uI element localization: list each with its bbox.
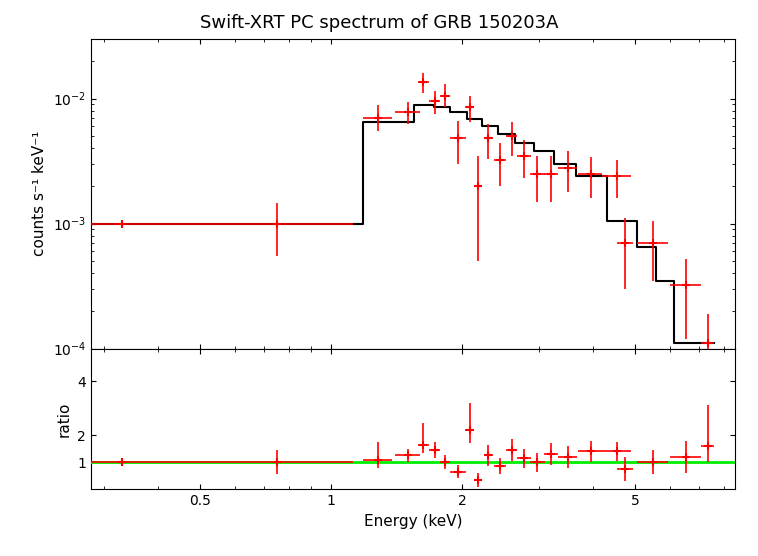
- X-axis label: Energy (keV): Energy (keV): [364, 514, 462, 529]
- Text: Swift-XRT PC spectrum of GRB 150203A: Swift-XRT PC spectrum of GRB 150203A: [200, 14, 558, 32]
- Y-axis label: counts s⁻¹ keV⁻¹: counts s⁻¹ keV⁻¹: [32, 131, 47, 256]
- Y-axis label: ratio: ratio: [57, 401, 72, 436]
